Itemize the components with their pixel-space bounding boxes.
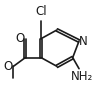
Text: N: N [79,34,87,48]
Text: O: O [3,60,13,73]
Text: Cl: Cl [35,5,47,18]
Text: NH₂: NH₂ [71,70,93,83]
Text: O: O [15,32,24,45]
